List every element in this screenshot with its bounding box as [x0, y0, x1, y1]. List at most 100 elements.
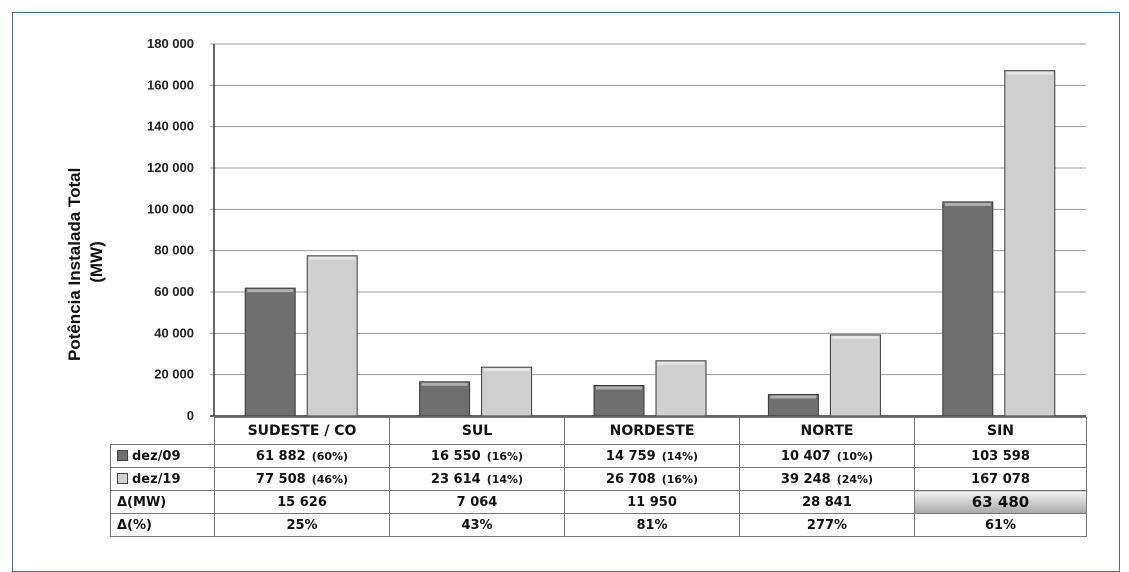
row-label-cell: dez/09 [110, 444, 215, 468]
table-header-row: SUDESTE / CO SUL NORDESTE NORTE SIN [110, 417, 1087, 445]
cell-value: 7 064 [456, 494, 498, 510]
y-tick-label: 60 000 [154, 284, 194, 299]
cell-share: (46%) [311, 472, 349, 486]
table-cell: 14 759 (14%) [564, 444, 740, 468]
data-table: SUDESTE / CO SUL NORDESTE NORTE SIN dez/09 61… [110, 417, 1087, 537]
category-label: NORTE [739, 417, 915, 445]
table-cell: 63 480 [914, 490, 1087, 514]
cell-value: 61% [984, 517, 1017, 533]
bar-highlight [596, 386, 642, 390]
table-cell: 25% [214, 513, 390, 537]
y-tick-label: 20 000 [154, 367, 194, 382]
row-label-cell: Δ(%) [110, 513, 215, 537]
bar-highlight [770, 395, 817, 399]
category-label: SUL [389, 417, 565, 445]
bar-dez-09-2 [419, 381, 471, 417]
cell-value: 43% [461, 517, 493, 533]
bar-highlight [832, 335, 879, 339]
cell-value: 39 248 [780, 471, 831, 487]
cell-value: 16 550 [430, 448, 481, 464]
row-label-cell: Δ(MW) [110, 490, 215, 514]
y-tick-label: 160 000 [147, 77, 194, 92]
bar-highlight [1006, 71, 1053, 75]
bar-dez-09-4 [767, 393, 819, 417]
bar-dez-09-5 [942, 201, 994, 417]
table-cell: 277% [739, 513, 915, 537]
row-label: Δ(MW) [117, 494, 167, 510]
table-corner [110, 417, 215, 445]
table-cell: 77 508 (46%) [214, 467, 390, 491]
legend-swatch [117, 472, 128, 484]
table-cell: 15 626 [214, 490, 390, 514]
cell-value: 167 078 [971, 471, 1030, 487]
legend-swatch [117, 449, 128, 461]
table-cell: 167 078 [914, 467, 1087, 491]
table-cell: 11 950 [564, 490, 740, 514]
cell-value: 277% [806, 517, 848, 533]
bar-highlight [944, 202, 991, 206]
cell-value: 81% [636, 517, 668, 533]
cell-share: (24%) [836, 472, 874, 486]
cell-value: 23 614 [430, 471, 481, 487]
table-row: Δ(%) 25% 43% 81% 277% 61% [110, 513, 1087, 537]
y-tick-label: 120 000 [147, 160, 194, 175]
cell-value: 103 598 [971, 448, 1030, 464]
cell-share: (14%) [486, 472, 524, 486]
cell-value: 61 882 [255, 448, 306, 464]
bar-dez-09-3 [593, 384, 645, 417]
y-axis-ticks: 180 000 160 000 140 000 120 000 100 000 80 00… [147, 36, 194, 423]
table-cell: 43% [389, 513, 565, 537]
table-cell: 7 064 [389, 490, 565, 514]
table-cell: 61% [914, 513, 1087, 537]
table-row: dez/09 61 882 (60%) 16 550 (16%) 14 759 (14%) 1… [110, 444, 1087, 468]
table-cell: 23 614 (14%) [389, 467, 565, 491]
category-label: SIN [914, 417, 1087, 445]
cell-value: 15 626 [277, 494, 327, 510]
y-tick-label: 0 [187, 408, 194, 423]
bars [244, 70, 1056, 417]
table-cell: 16 550 (16%) [389, 444, 565, 468]
row-label-cell: dez/19 [110, 467, 215, 491]
y-tick-label: 100 000 [147, 201, 194, 216]
cell-value: 63 480 [971, 493, 1030, 511]
table-cell: 28 841 [739, 490, 915, 514]
row-label: Δ(%) [117, 517, 152, 533]
row-label: dez/19 [132, 471, 181, 487]
bar-highlight [483, 368, 530, 372]
table-cell: 81% [564, 513, 740, 537]
cell-value: 25% [286, 517, 318, 533]
bar-dez-19-4 [829, 334, 881, 417]
row-label: dez/09 [132, 448, 181, 464]
bar-dez-19-5 [1004, 70, 1056, 417]
cell-share: (16%) [486, 449, 524, 463]
y-tick-label: 80 000 [154, 243, 194, 258]
bar-highlight [658, 361, 704, 365]
bar-dez-19-3 [655, 360, 707, 417]
table-row: dez/19 77 508 (46%) 23 614 (14%) 26 708 (16%) 3… [110, 467, 1087, 491]
table-cell: 26 708 (16%) [564, 467, 740, 491]
table-row: Δ(MW) 15 626 7 064 11 950 28 841 63 480 [110, 490, 1087, 514]
y-axis-title-line1: Potência Instalada Total [65, 168, 84, 361]
bar-dez-19-2 [481, 366, 533, 417]
table-cell: 103 598 [914, 444, 1087, 468]
category-label: SUDESTE / CO [214, 417, 390, 445]
y-tick-label: 180 000 [147, 36, 194, 51]
bar-dez-09-1 [244, 287, 296, 417]
cell-share: (10%) [836, 449, 874, 463]
table-cell: 61 882 (60%) [214, 444, 390, 468]
cell-value: 28 841 [802, 494, 852, 510]
cell-value: 11 950 [627, 494, 677, 510]
cell-share: (14%) [661, 449, 699, 463]
cell-value: 14 759 [605, 448, 656, 464]
bar-dez-19-1 [306, 255, 358, 417]
bar-highlight [247, 289, 294, 293]
cell-share: (16%) [661, 472, 699, 486]
cell-value: 10 407 [780, 448, 831, 464]
y-axis-title: Potência Instalada Total (MW) [65, 163, 106, 361]
y-axis-title-line2: (MW) [87, 241, 106, 283]
table-cell: 10 407 (10%) [739, 444, 915, 468]
bar-chart: Potência Instalada Total (MW) 180 000 160… [65, 36, 1086, 423]
y-tick-label: 140 000 [147, 119, 194, 134]
table-cell: 39 248 (24%) [739, 467, 915, 491]
bar-highlight [309, 256, 356, 260]
